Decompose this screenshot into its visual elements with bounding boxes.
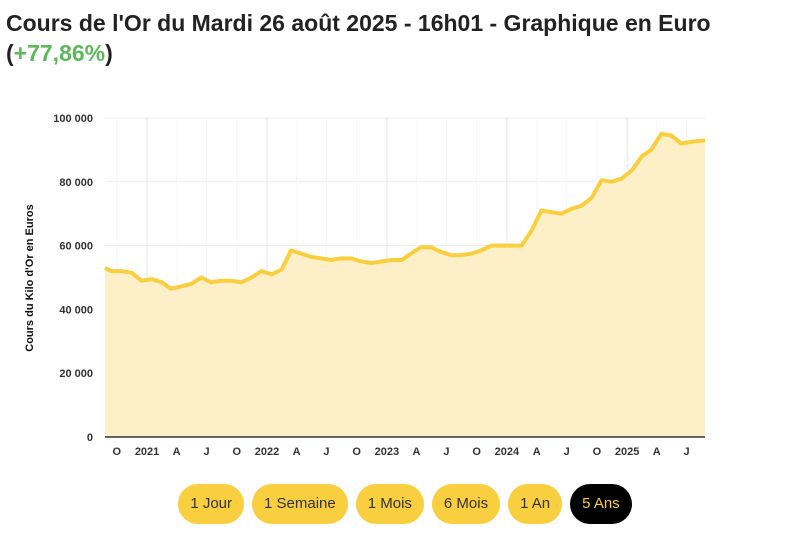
area-fill <box>105 133 705 437</box>
range-button-1-day[interactable]: 1 Jour <box>178 484 245 524</box>
x-tick-label: O <box>113 446 122 458</box>
x-tick-label: 2021 <box>135 446 159 458</box>
change-percent: +77,86% <box>13 40 106 66</box>
y-axis-label: Cours du Kilo d'Or en Euros <box>24 204 36 351</box>
paren-open: ( <box>6 40 14 66</box>
x-tick-label: O <box>593 446 602 458</box>
x-tick-label: J <box>564 446 570 458</box>
y-tick-label: 20 000 <box>59 368 93 380</box>
paren-close: ) <box>105 40 113 66</box>
x-tick-label: 2023 <box>375 446 399 458</box>
title-text: Cours de l'Or du Mardi 26 août 2025 - 16… <box>6 10 711 36</box>
y-tick-label: 40 000 <box>59 304 93 316</box>
x-tick-label: J <box>203 446 209 458</box>
x-tick-label: J <box>443 446 449 458</box>
x-tick-label: A <box>293 446 301 458</box>
x-tick-label: J <box>323 446 329 458</box>
range-button-5-years[interactable]: 5 Ans <box>570 484 632 524</box>
gold-price-chart: 0 20 000 40 000 60 000 80 000 100 000 O 2021 A J O… <box>24 113 706 458</box>
x-tick-label: 2024 <box>495 446 520 458</box>
x-tick-label: A <box>533 446 541 458</box>
y-tick-label: 60 000 <box>59 241 93 253</box>
x-tick-label: O <box>472 446 481 458</box>
range-button-6-months[interactable]: 6 Mois <box>431 484 501 524</box>
x-tick-label: A <box>173 446 181 458</box>
x-tick-label: O <box>352 446 361 458</box>
x-tick-label: 2022 <box>255 446 279 458</box>
y-tick-label: 0 <box>87 432 93 444</box>
x-tick-label: O <box>232 446 241 458</box>
x-tick-label: J <box>684 446 690 458</box>
range-button-1-month[interactable]: 1 Mois <box>355 484 424 524</box>
range-button-1-year[interactable]: 1 An <box>508 484 563 524</box>
y-tick-label: 100 000 <box>53 113 93 125</box>
x-tick-label: A <box>653 446 661 458</box>
range-buttons: 1 Jour 1 Semaine 1 Mois 6 Mois 1 An 5 An… <box>0 484 800 524</box>
page-title: Cours de l'Or du Mardi 26 août 2025 - 16… <box>6 8 796 68</box>
y-tick-label: 80 000 <box>59 177 93 189</box>
x-tick-label: A <box>413 446 421 458</box>
x-tick-label: 2025 <box>615 446 639 458</box>
range-button-1-week[interactable]: 1 Semaine <box>252 484 348 524</box>
